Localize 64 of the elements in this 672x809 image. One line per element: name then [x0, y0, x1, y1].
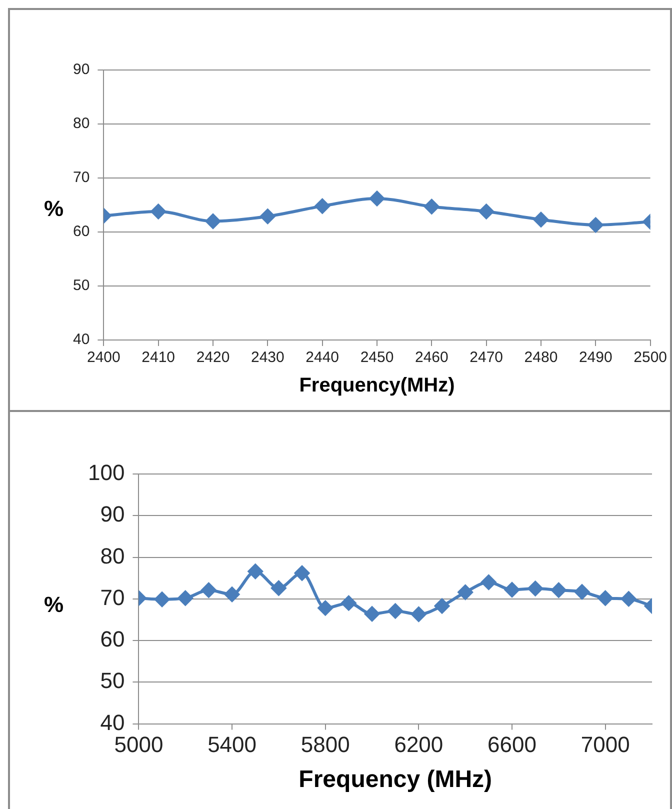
point [224, 586, 240, 602]
y-tick-label: 60 [72, 223, 90, 240]
point [533, 212, 548, 228]
y-tick-label: 70 [100, 584, 125, 610]
point [481, 574, 496, 590]
point [574, 584, 590, 600]
x-tick-label: 5800 [300, 732, 350, 758]
point [294, 566, 310, 581]
y-axis-title: % [44, 592, 64, 618]
point [150, 204, 166, 219]
y-tick-label: 50 [72, 277, 90, 294]
x-tick-label: 2500 [634, 349, 668, 366]
point [248, 564, 263, 579]
point [318, 600, 333, 616]
y-tick-label: 100 [88, 460, 125, 486]
x-tick-label: 2440 [306, 349, 340, 366]
x-tick-label: 2460 [414, 349, 448, 366]
y-tick-label: 90 [100, 502, 125, 527]
point [206, 214, 221, 229]
x-tick-label: 5400 [208, 732, 257, 758]
x-tick-label: 2450 [360, 349, 394, 366]
point [504, 582, 520, 598]
x-tick-label: 2420 [196, 349, 230, 366]
point [154, 592, 170, 607]
x-tick-label: 2490 [578, 349, 612, 366]
point [370, 191, 384, 206]
point [598, 590, 613, 606]
point [260, 208, 276, 224]
point [434, 598, 450, 614]
x-tick-label: 2430 [250, 349, 284, 366]
y-tick-label: 70 [72, 169, 90, 186]
y-axis-title: % [44, 196, 64, 222]
y-tick-label: 40 [72, 331, 90, 348]
point [364, 606, 380, 622]
point [528, 580, 543, 596]
y-tick-label: 80 [100, 543, 125, 568]
point [424, 199, 440, 214]
y-tick-label: 90 [72, 61, 90, 78]
point [388, 603, 403, 618]
x-tick-label: 2480 [524, 349, 558, 366]
point [178, 590, 193, 606]
x-tick-label: 5000 [114, 732, 164, 758]
point [201, 582, 216, 598]
x-tick-label: 2410 [142, 349, 176, 366]
point [588, 217, 604, 232]
x-tick-label: 7000 [580, 732, 630, 758]
point [341, 596, 356, 611]
point [411, 606, 426, 622]
y-tick-label: 40 [100, 710, 125, 735]
y-tick-label: 60 [100, 626, 125, 652]
point [271, 580, 286, 596]
x-axis-title: Frequency (MHz) [298, 766, 492, 794]
y-tick-label: 80 [72, 115, 90, 132]
point [458, 584, 473, 600]
point [551, 582, 566, 598]
point [478, 204, 494, 219]
x-tick-label: 6600 [488, 732, 536, 758]
x-axis-title: Frequency(MHz) [299, 374, 455, 397]
x-tick-label: 2470 [470, 349, 504, 366]
y-tick-label: 50 [100, 668, 125, 694]
point [314, 198, 330, 214]
x-tick-label: 2400 [86, 349, 120, 366]
x-tick-label: 6200 [394, 732, 444, 758]
point [621, 591, 636, 606]
